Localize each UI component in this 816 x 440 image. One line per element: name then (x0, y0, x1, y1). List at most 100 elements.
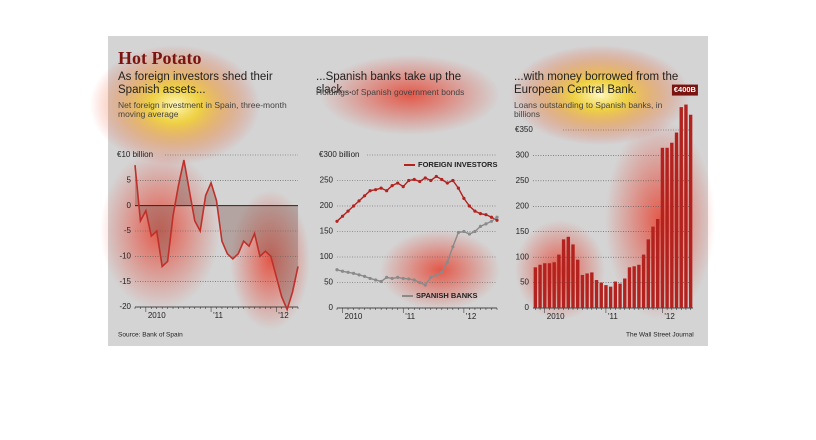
bar (646, 239, 650, 308)
marker (489, 215, 494, 219)
bar (585, 273, 589, 308)
y-tick-label: 200 (320, 201, 334, 210)
bar (674, 132, 679, 308)
marker (445, 260, 449, 264)
marker (374, 278, 378, 282)
marker (407, 178, 411, 183)
marker (445, 181, 449, 185)
bar (571, 244, 575, 308)
y-tick-label: -15 (119, 277, 131, 286)
panel-title: As foreign investors shed their Spanish … (118, 71, 273, 96)
marker (467, 204, 472, 208)
bar (665, 147, 669, 308)
y-tick-label: 200 (516, 201, 530, 210)
heatmap-blob (320, 55, 500, 135)
marker (478, 224, 483, 228)
y-tick-label: -20 (119, 302, 131, 311)
y-tick-label: €350 (515, 125, 533, 134)
legend-label: FOREIGN INVESTORS (418, 160, 497, 169)
credit: The Wall Street Journal (626, 332, 694, 339)
y-tick-label: 0 (525, 303, 530, 312)
y-tick-label: 0 (127, 201, 132, 210)
marker (462, 196, 466, 200)
marker (385, 189, 389, 193)
marker (335, 268, 339, 272)
marker (434, 273, 438, 277)
bar (604, 285, 608, 308)
bar (651, 226, 655, 308)
marker (423, 176, 427, 180)
legend-label: SPANISH BANKS (416, 291, 478, 300)
marker (362, 194, 367, 198)
x-tick-label: '12 (278, 311, 289, 320)
y-tick-label: 300 (516, 151, 530, 160)
heatmap-blob (380, 230, 500, 310)
marker (374, 188, 378, 192)
value-label-bg (671, 84, 698, 96)
bar (684, 104, 688, 308)
marker (423, 283, 427, 287)
heatmap-blob (230, 190, 310, 330)
y-tick-label: 150 (516, 227, 530, 236)
x-tick-label: '11 (405, 312, 415, 321)
bar (637, 264, 641, 308)
panel-subtitle: Net foreign investment in Spain, three-m… (118, 100, 287, 120)
bar (688, 114, 693, 308)
bar (641, 254, 646, 308)
y-tick-label: -10 (119, 251, 131, 260)
marker (385, 275, 389, 279)
bar (543, 263, 547, 308)
y-tick-label: 100 (516, 252, 530, 261)
marker (462, 229, 466, 234)
panel-title: ...with money borrowed from the European… (514, 71, 679, 96)
marker (396, 181, 400, 185)
marker (440, 270, 444, 274)
bar (533, 267, 538, 308)
bar (627, 267, 632, 308)
bar (613, 281, 618, 308)
marker (478, 212, 483, 216)
bar (552, 262, 556, 308)
y-tick-label: 250 (516, 176, 530, 185)
marker (484, 222, 488, 226)
marker (484, 213, 488, 217)
y-tick-label: 5 (127, 175, 132, 184)
value-label: €400B (674, 85, 697, 94)
y-tick-label: €10 billion (117, 150, 153, 159)
bar (557, 254, 561, 308)
marker (440, 177, 444, 182)
y-tick-label: -5 (124, 226, 132, 235)
marker (429, 275, 433, 279)
bar (580, 274, 585, 308)
panel-title: ...Spanish banks take up the slack... (316, 71, 462, 96)
bar (547, 263, 552, 308)
marker (495, 215, 499, 219)
bar (623, 278, 627, 308)
x-tick-label: '12 (664, 312, 675, 321)
bar (656, 219, 660, 308)
marker (346, 270, 350, 274)
marker (340, 214, 345, 218)
marker (451, 245, 455, 249)
marker (351, 271, 356, 275)
line (134, 159, 299, 312)
x-tick-label: '11 (213, 311, 223, 320)
marker (368, 276, 372, 281)
x-tick-label: '11 (608, 312, 618, 321)
marker (489, 219, 494, 223)
marker (357, 199, 361, 203)
bar (566, 236, 570, 308)
heatmap-blob (510, 45, 690, 145)
bar (590, 272, 594, 308)
marker (379, 279, 383, 284)
marker (379, 186, 383, 190)
marker (346, 209, 350, 213)
bar (670, 142, 674, 308)
marker (451, 178, 455, 183)
x-tick-label: '12 (466, 312, 477, 321)
bar (618, 283, 622, 308)
bar (660, 147, 665, 308)
y-tick-label: 100 (320, 252, 334, 261)
bar (679, 107, 683, 308)
